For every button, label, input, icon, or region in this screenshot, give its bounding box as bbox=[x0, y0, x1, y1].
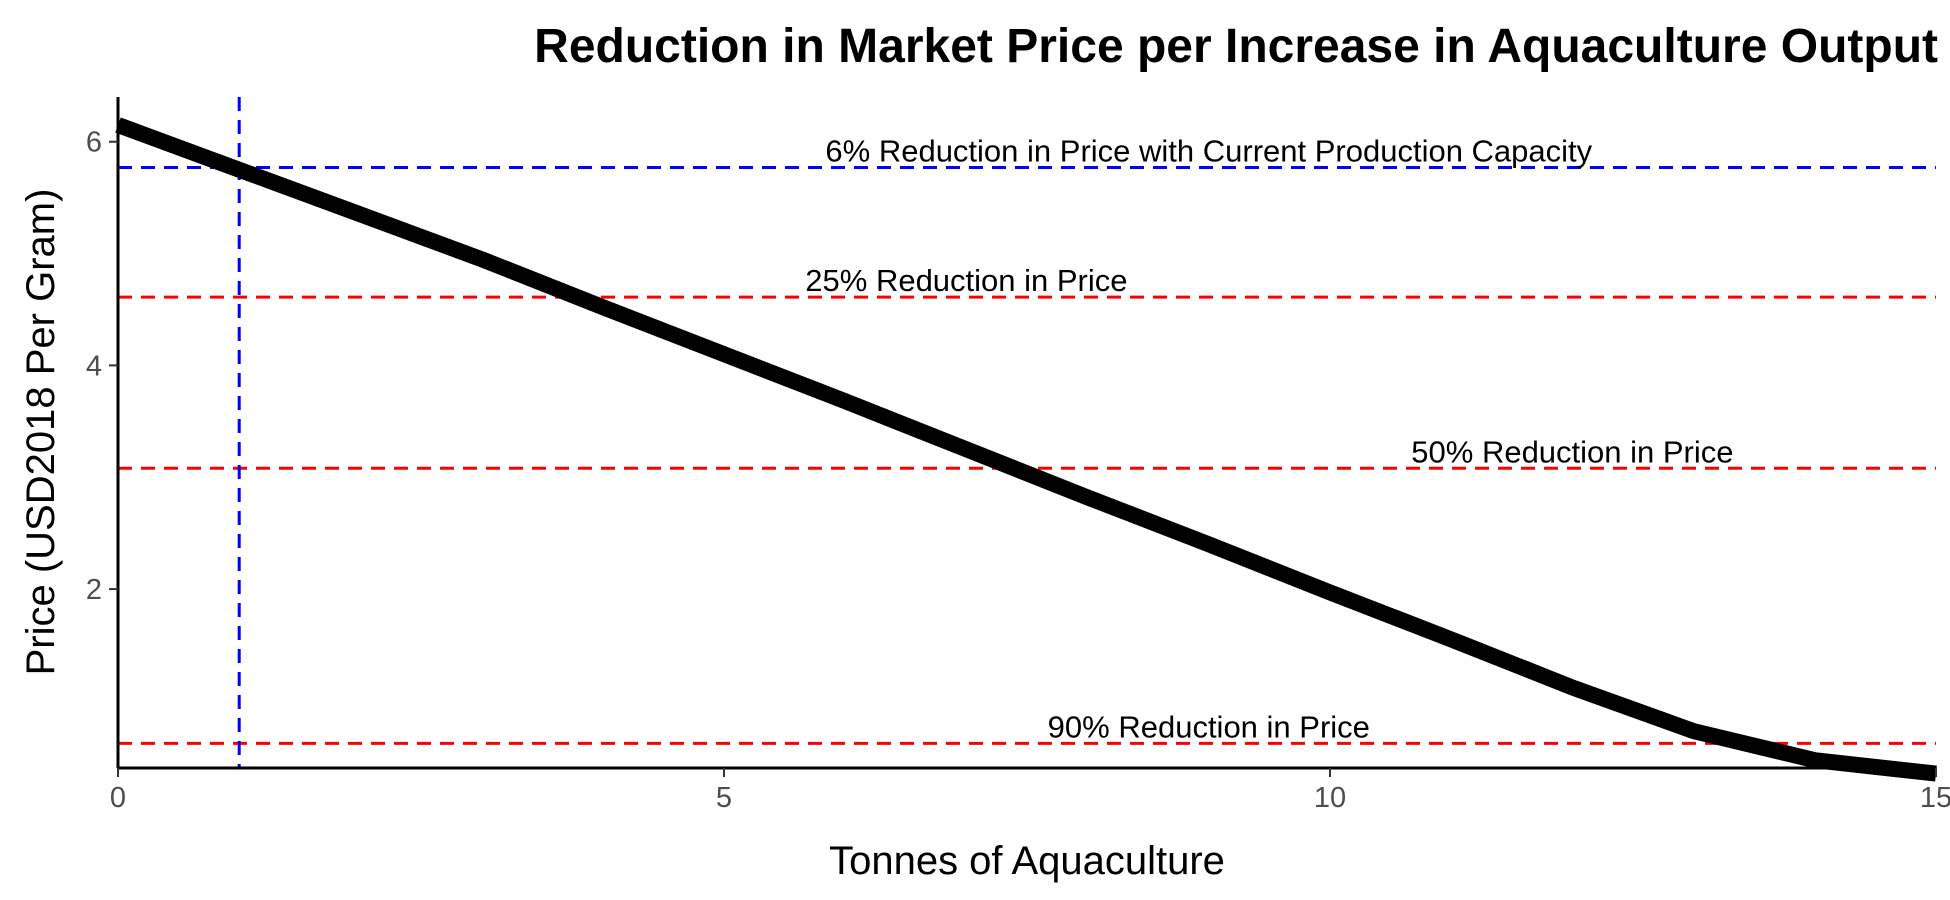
y-tick-label-1: 4 bbox=[86, 350, 102, 382]
reference-label-0: 6% Reduction in Price with Current Produ… bbox=[825, 133, 1592, 168]
chart-title: Reduction in Market Price per Increase i… bbox=[534, 20, 1938, 73]
reference-label-3: 90% Reduction in Price bbox=[1048, 709, 1370, 744]
annotations: 6% Reduction in Price with Current Produ… bbox=[805, 133, 1733, 744]
reference-label-1: 25% Reduction in Price bbox=[805, 263, 1127, 298]
reference-lines bbox=[118, 97, 1936, 768]
axes: 0 5 10 15 2 4 6 bbox=[86, 97, 1950, 814]
x-tick-label-0: 0 bbox=[110, 782, 126, 814]
reference-label-2: 50% Reduction in Price bbox=[1411, 434, 1733, 469]
x-tick-label-1: 5 bbox=[716, 782, 732, 814]
x-tick-label-3: 15 bbox=[1920, 782, 1950, 814]
y-tick-label-2: 6 bbox=[86, 127, 102, 159]
series-line-0 bbox=[115, 117, 1937, 782]
x-tick-label-2: 10 bbox=[1314, 782, 1346, 814]
x-ticks: 0 5 10 15 bbox=[110, 768, 1950, 814]
series-layer bbox=[115, 117, 1937, 782]
y-ticks: 2 4 6 bbox=[86, 127, 118, 606]
y-axis-label: Price (USD2018 Per Gram) bbox=[19, 189, 63, 676]
x-axis-label: Tonnes of Aquaculture bbox=[829, 839, 1225, 883]
y-tick-label-0: 2 bbox=[86, 574, 102, 606]
